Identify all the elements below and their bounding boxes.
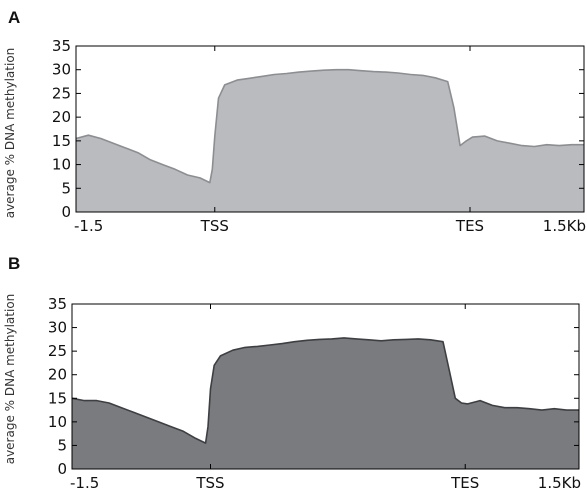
x-tick-label-b: TES <box>450 474 479 492</box>
methylation-area-b <box>72 337 579 469</box>
y-tick-label-b: 10 <box>48 413 67 431</box>
panel-a: A average % DNA methylation 0 5 10 15 20 25 30… <box>3 8 586 235</box>
y-tick-label-a: 30 <box>52 61 71 79</box>
y-tick-label-b: 5 <box>57 436 67 454</box>
chart-b: 0 5 10 15 20 25 30 35 -1.5 TSS TES 1.5Kb <box>48 295 581 492</box>
panel-label-b: B <box>8 254 21 273</box>
methylation-area-a <box>76 69 584 212</box>
x-tick-label-b: 1.5Kb <box>538 474 581 492</box>
y-tick-label-a: 20 <box>52 108 71 126</box>
y-tick-label-a: 15 <box>52 132 71 150</box>
y-tick-label-a: 25 <box>52 84 71 102</box>
chart-a: 0 5 10 15 20 25 30 35 -1.5 TSS TES 1.5Kb <box>52 37 586 235</box>
plot-frame-a <box>75 45 585 213</box>
y-tick-label-a: 0 <box>61 203 71 221</box>
y-tick-label-b: 35 <box>48 295 67 313</box>
x-tick-label-a: TES <box>455 217 484 235</box>
y-tick-label-b: 20 <box>48 366 67 384</box>
y-tick-label-b: 15 <box>48 389 67 407</box>
y-tick-label-a: 5 <box>61 179 71 197</box>
methylation-line-a <box>75 68 584 184</box>
y-tick-label-b: 30 <box>48 319 67 337</box>
x-tick-label-b: TSS <box>195 474 224 492</box>
y-tick-label-a: 10 <box>52 156 71 174</box>
y-tick-label-b: 25 <box>48 342 67 360</box>
plot-frame-b <box>71 303 580 470</box>
methylation-line-b <box>71 337 579 444</box>
x-tick-label-a: TSS <box>200 217 229 235</box>
panel-label-a: A <box>8 8 21 27</box>
x-tick-label-a: -1.5 <box>74 217 103 235</box>
y-tick-label-b: 0 <box>57 460 67 478</box>
panel-b: B average % DNA methylation 0 5 10 15 20 25 30… <box>0 246 587 492</box>
x-tick-label-b: -1.5 <box>70 474 99 492</box>
x-tick-label-a: 1.5Kb <box>543 217 586 235</box>
y-tick-label-a: 35 <box>52 37 71 55</box>
